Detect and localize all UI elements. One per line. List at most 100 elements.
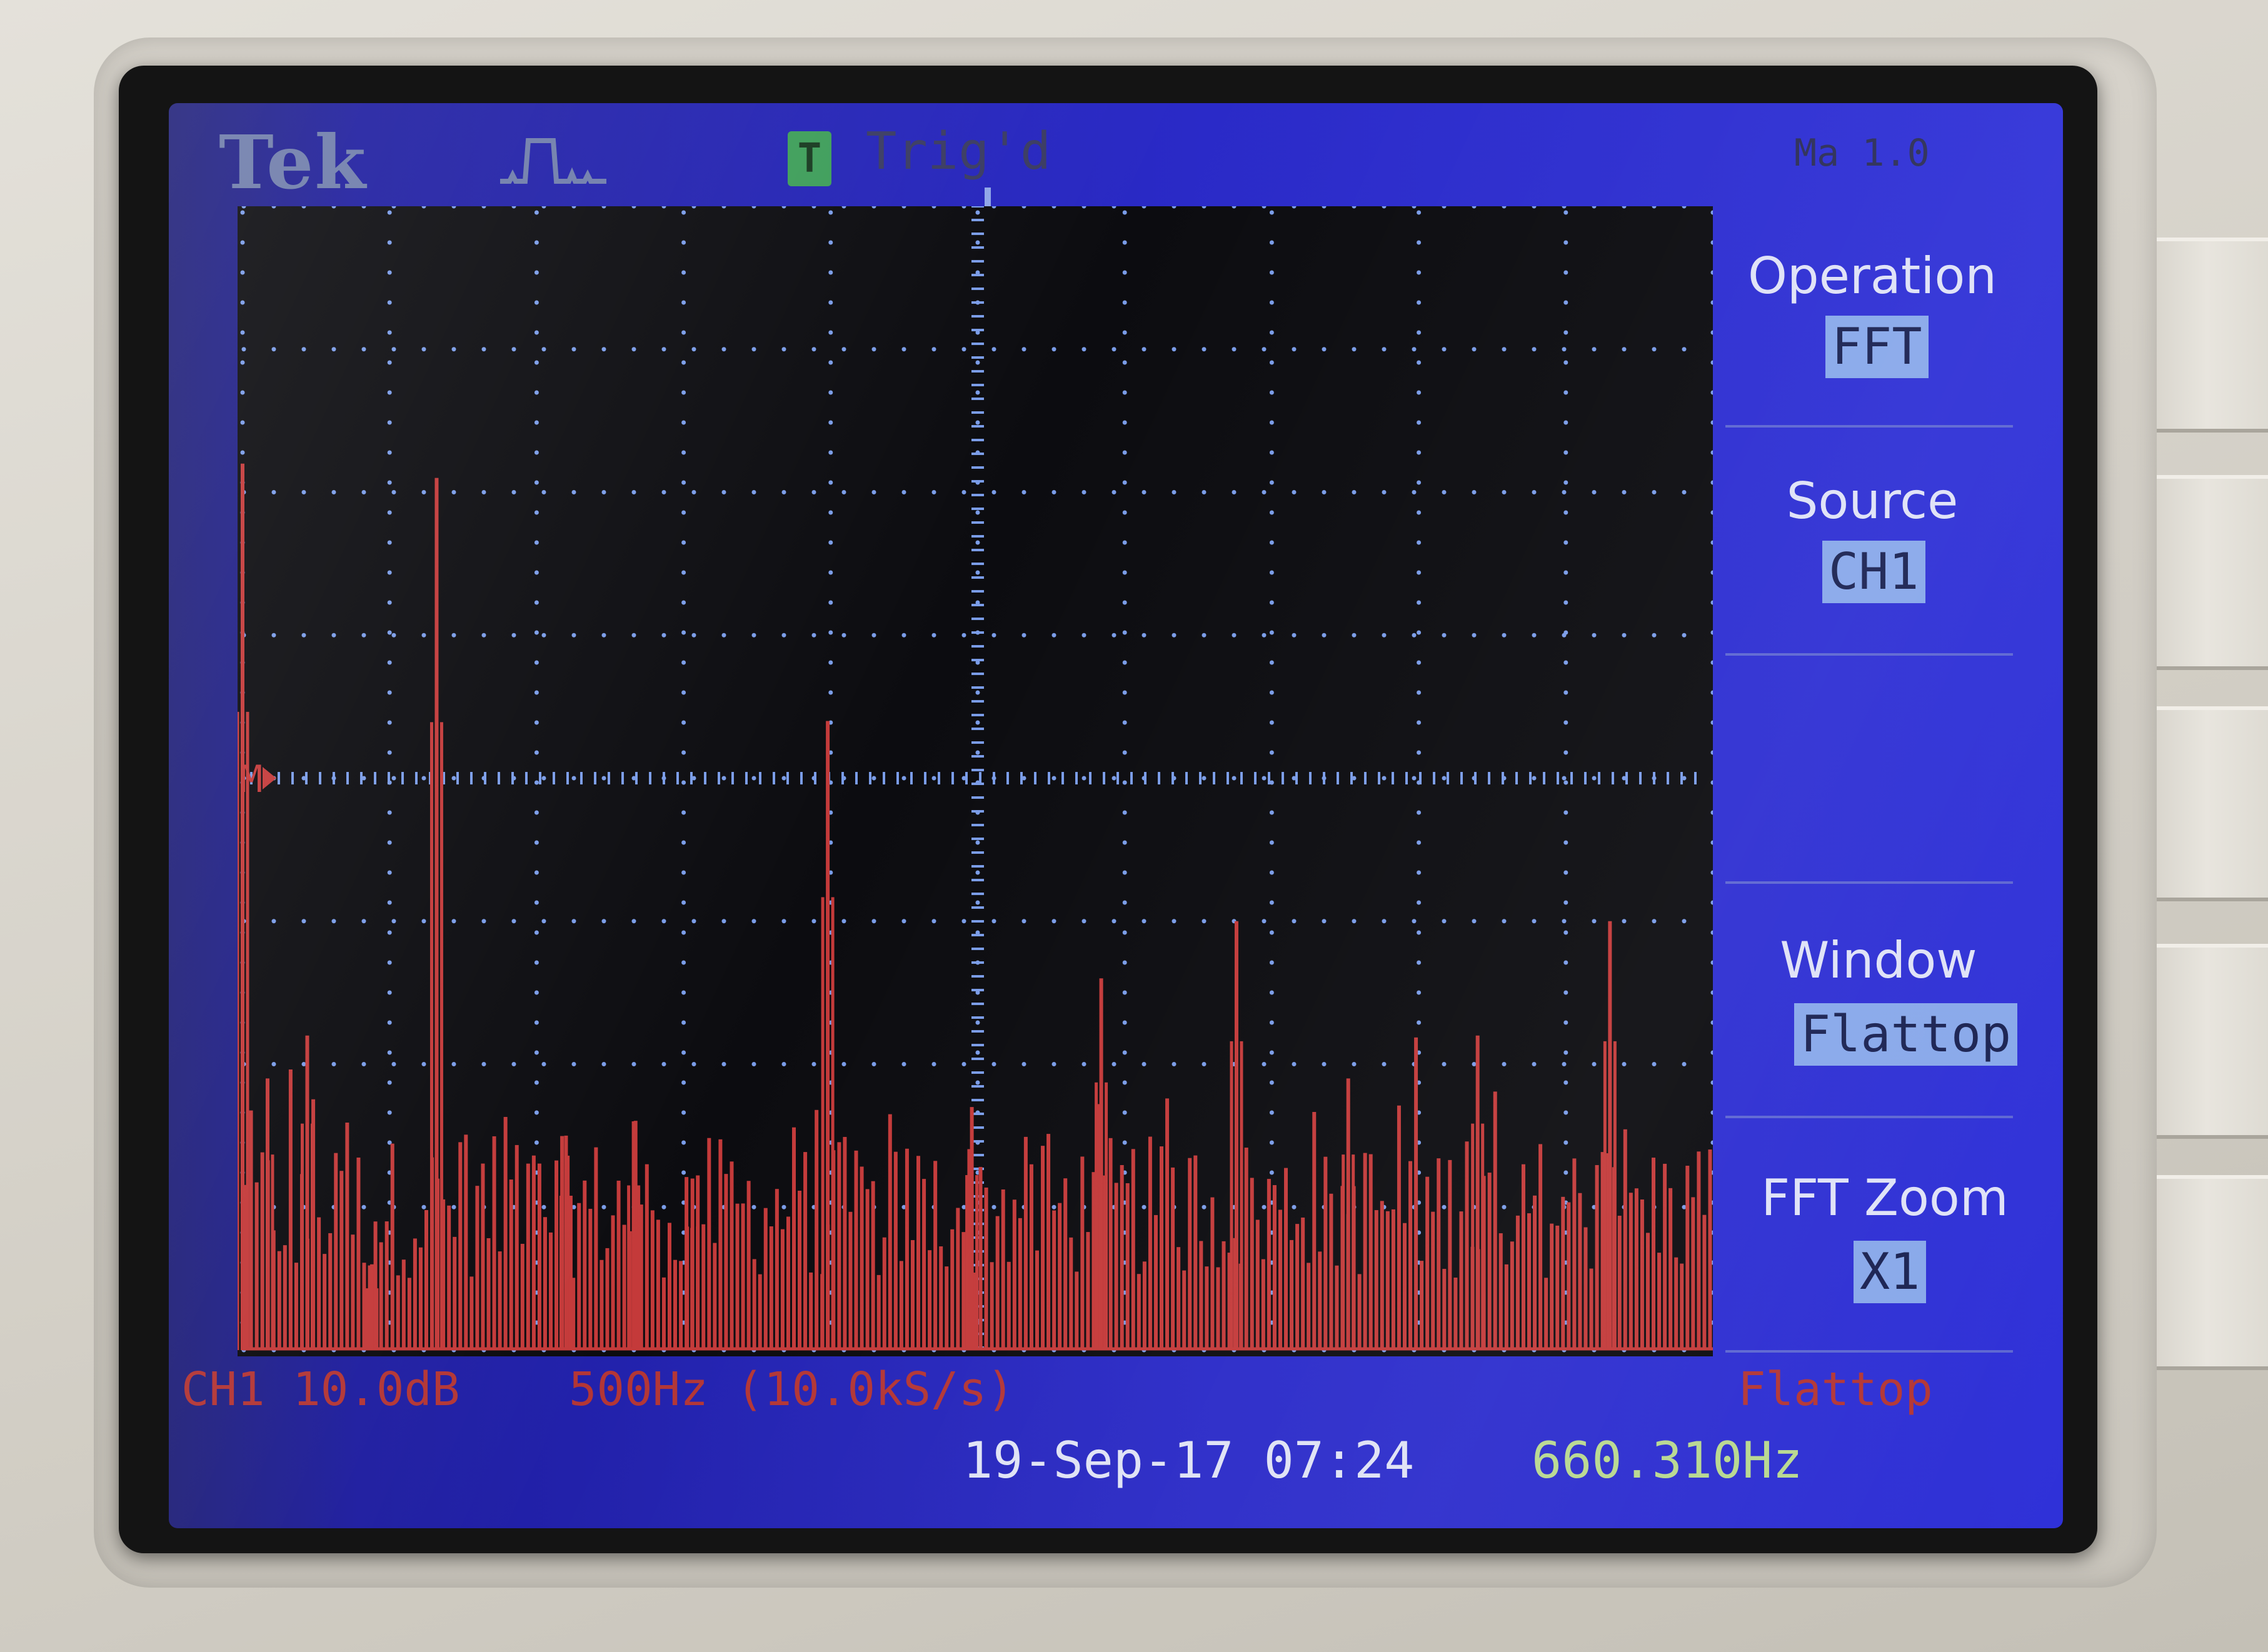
spectrum-bin (1177, 1247, 1181, 1350)
grid-dot (541, 776, 546, 781)
spectrum-bin (945, 1266, 949, 1350)
spectrum-bin (1097, 1104, 1101, 1350)
spectrum-bin (1001, 1189, 1005, 1350)
grid-dot (1202, 919, 1207, 924)
grid-dot (1322, 347, 1327, 352)
grid-dot (975, 420, 980, 425)
grid-dot (421, 919, 426, 924)
grid-dot (1563, 720, 1568, 725)
grid-dot (331, 206, 336, 209)
grid-dot (1122, 1080, 1127, 1085)
menu-fft-zoom-value[interactable]: X1 (1854, 1241, 1927, 1303)
grid-dot (1417, 720, 1422, 725)
grid-dot (534, 570, 539, 575)
grid-dot (811, 490, 816, 494)
grid-dot (828, 330, 833, 335)
grid-dot (721, 490, 726, 494)
grid-dot (1122, 570, 1127, 575)
grid-dot (1269, 840, 1274, 845)
grid-dot (1502, 1062, 1507, 1066)
spectrum-bin (707, 1138, 711, 1350)
menu-operation-value[interactable]: FFT (1825, 316, 1929, 378)
grid-dot (387, 720, 392, 725)
grid-dot (975, 270, 980, 275)
grid-dot (387, 660, 392, 665)
spectrum-bin (1510, 1241, 1514, 1350)
grid-dot (1710, 690, 1713, 695)
grid-dot (1532, 633, 1537, 638)
grid-dot (681, 750, 686, 755)
grid-dot (240, 360, 245, 365)
menu-source-value[interactable]: CH1 (1822, 541, 1925, 603)
grid-dot (1122, 510, 1127, 515)
grid-dot (1417, 630, 1422, 635)
grid-dot (240, 330, 245, 335)
grid-dot (1710, 780, 1713, 785)
spectrum-bin (1448, 1159, 1452, 1350)
grid-dot (1592, 919, 1597, 924)
spectrum-bin (1668, 1188, 1673, 1350)
grid-dot (1682, 633, 1687, 638)
grid-dot (931, 347, 936, 352)
grid-dot (811, 919, 816, 924)
grid-dot (691, 1062, 696, 1066)
grid-dot (387, 840, 392, 845)
grid-dot (1262, 633, 1267, 638)
grid-dot (901, 633, 906, 638)
spectrum-bin (882, 1237, 886, 1350)
grid-dot (1202, 1204, 1207, 1209)
grid-dot (751, 1204, 756, 1209)
spectrum-bin (803, 1152, 808, 1350)
grid-dot (811, 206, 816, 209)
grid-dot (511, 490, 516, 494)
grid-dot (751, 1062, 756, 1066)
grid-dot (1710, 510, 1713, 515)
grid-dot (721, 1062, 726, 1066)
grid-dot (1563, 1080, 1568, 1085)
grid-dot (1142, 206, 1147, 209)
grid-dot (681, 1110, 686, 1115)
grid-dot (1417, 930, 1422, 935)
grid-dot (1202, 490, 1207, 494)
grid-dot (1269, 300, 1274, 305)
spectrum-bin (254, 1182, 259, 1350)
spectrum-bin (1250, 1178, 1254, 1350)
grid-dot (1710, 810, 1713, 815)
spectrum-bin (854, 1150, 858, 1350)
spectrum-bin (1165, 1098, 1170, 1350)
grid-dot (1122, 240, 1127, 245)
spectrum-bin (1063, 1178, 1068, 1350)
grid-dot (1710, 210, 1713, 215)
menu-window-value[interactable]: Flattop (1794, 1003, 2018, 1066)
grid-dot (828, 570, 833, 575)
spectrum-bin (243, 1184, 248, 1350)
grid-dot (1417, 360, 1422, 365)
grid-dot (1232, 490, 1237, 494)
grid-dot (828, 510, 833, 515)
spectrum-bin (1210, 1197, 1215, 1350)
spectrum-bin (1385, 1211, 1390, 1350)
grid-dot (1682, 206, 1687, 209)
grid-dot (631, 633, 636, 638)
grid-dot (1269, 450, 1274, 455)
grid-dot (331, 1062, 336, 1066)
grid-dot (571, 919, 576, 924)
grid-dot (1417, 840, 1422, 845)
grid-dot (661, 347, 666, 352)
spectrum-bin (1408, 1161, 1413, 1350)
spectrum-bin (1425, 1176, 1430, 1350)
grid-dot (828, 690, 833, 695)
spectrum-bin (1374, 1210, 1378, 1350)
grid-dot (1417, 450, 1422, 455)
grid-dot (1142, 1204, 1147, 1209)
grid-dot (751, 919, 756, 924)
grid-dot (1682, 1204, 1687, 1209)
grid-dot (1382, 490, 1387, 494)
grid-dot (1051, 633, 1056, 638)
grid-dot (681, 630, 686, 635)
grid-dot (1269, 540, 1274, 545)
spectrum-bin (1029, 1164, 1033, 1350)
spectrum-bin (1555, 1225, 1560, 1350)
grid-dot (271, 347, 276, 352)
grid-dot (1442, 633, 1447, 638)
